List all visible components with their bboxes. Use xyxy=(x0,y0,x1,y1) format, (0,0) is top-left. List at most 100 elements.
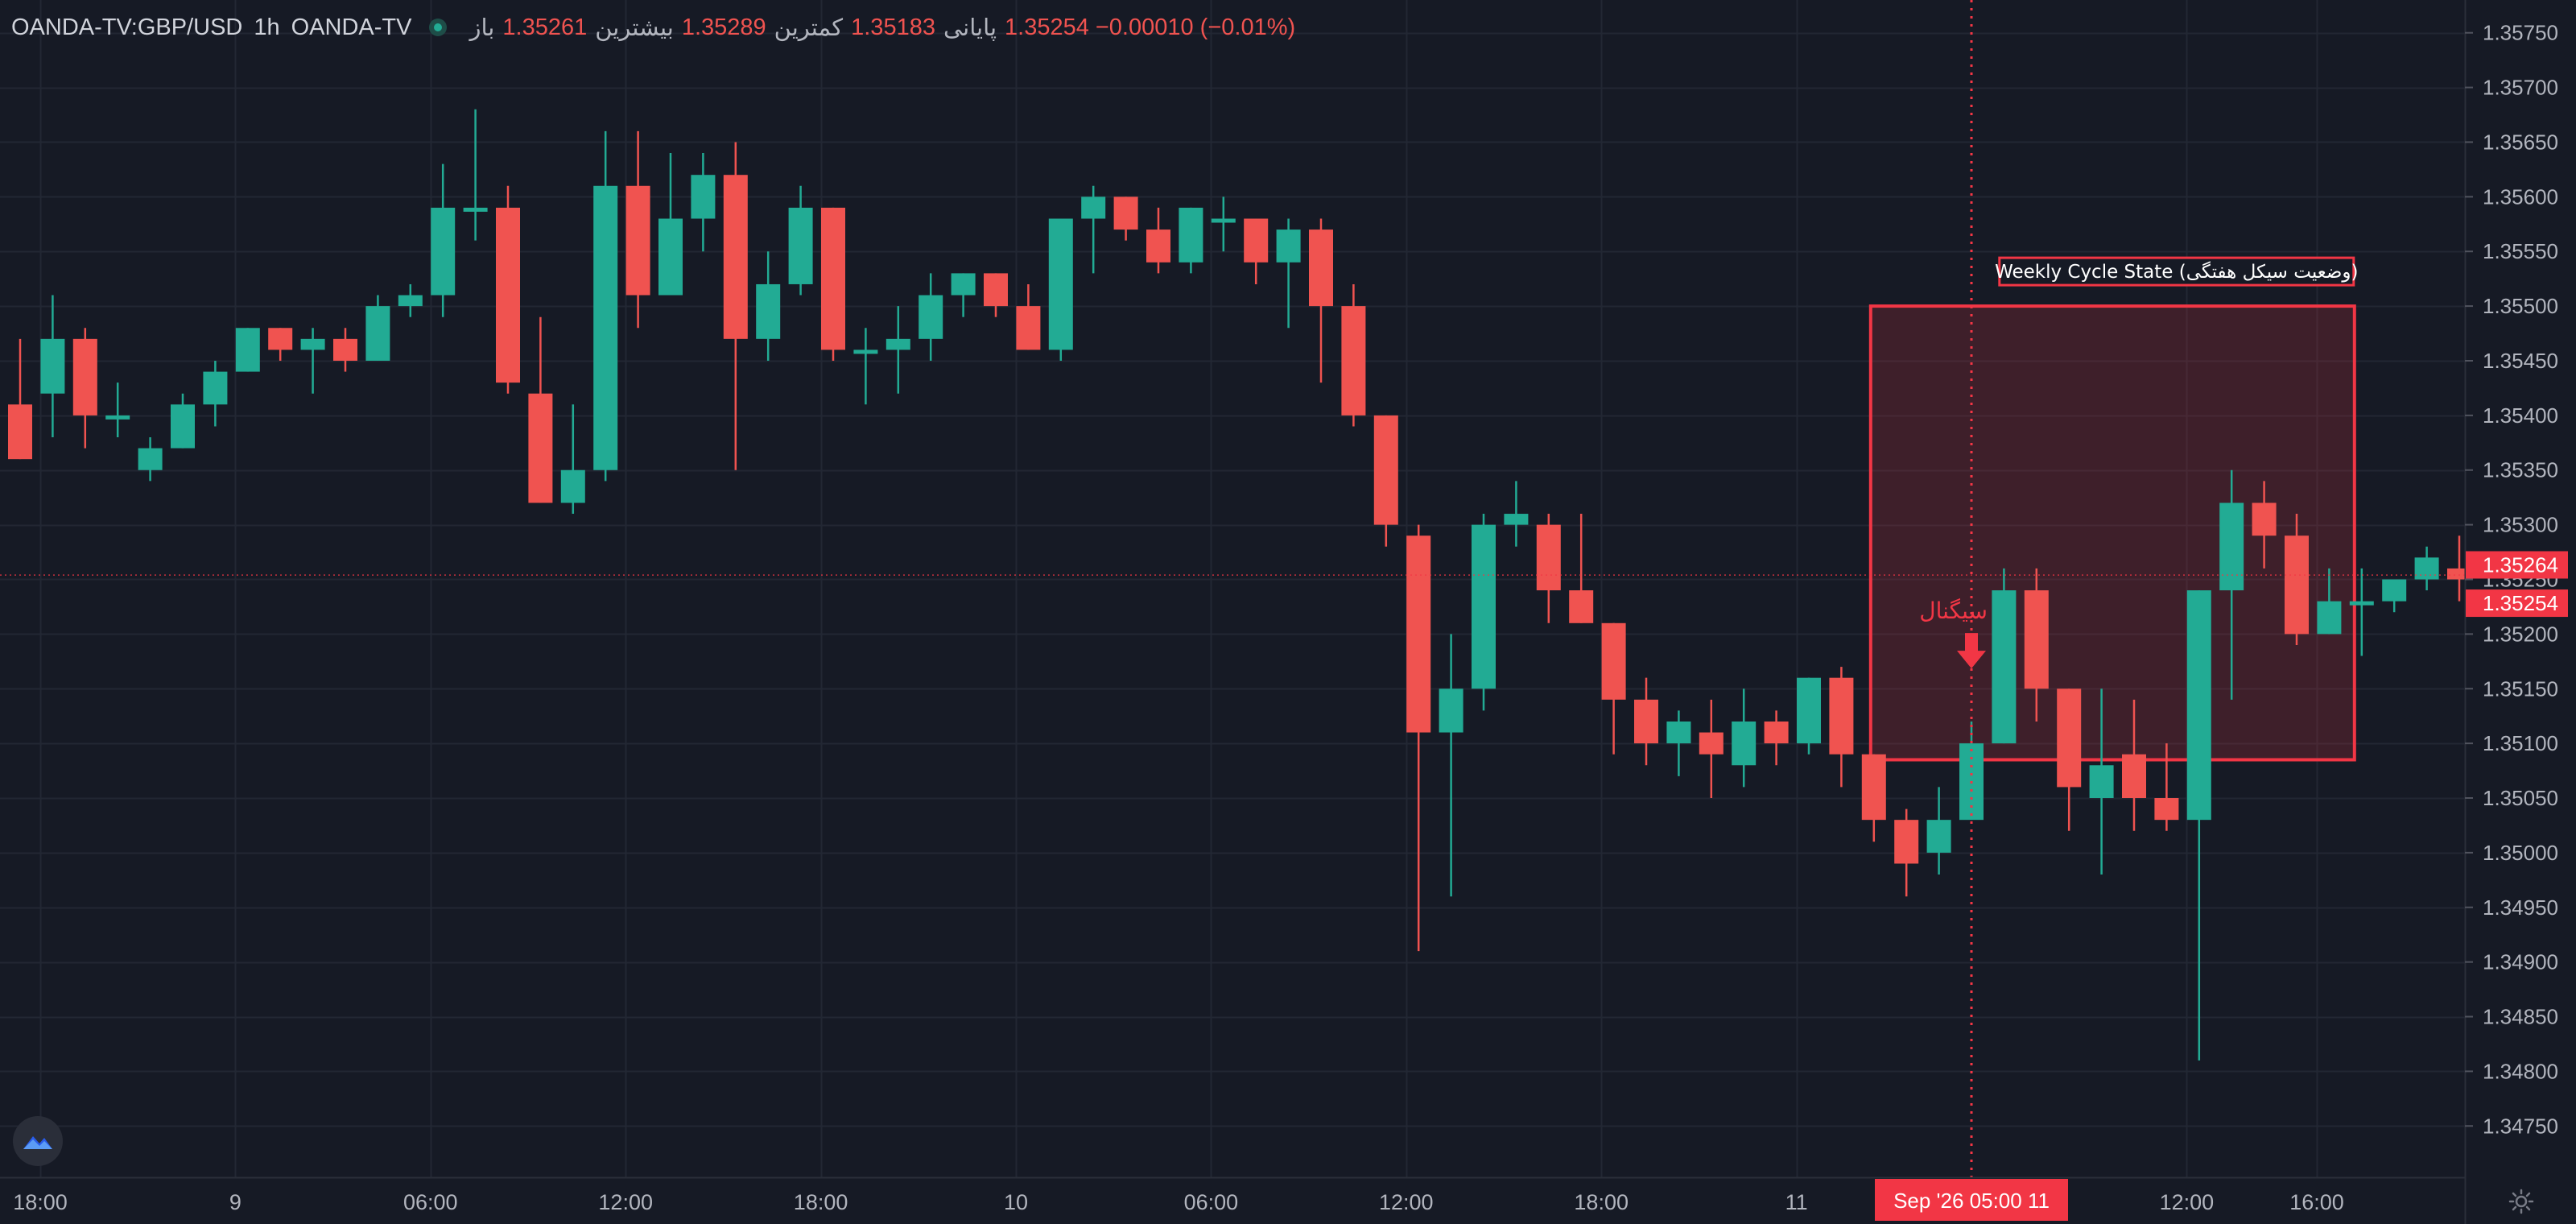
price-badge-top-label: 1.35264 xyxy=(2483,552,2558,577)
price-tick-label: 1.34750 xyxy=(2483,1114,2558,1138)
candle-body-up xyxy=(1797,678,1821,743)
candle-body-down xyxy=(1602,623,1626,700)
candle-body-up xyxy=(105,416,130,420)
candle-body-down xyxy=(2025,590,2049,688)
candle-body-down xyxy=(333,339,357,361)
open-label: باز xyxy=(469,14,494,42)
candle-body-up xyxy=(1049,219,1073,350)
settings-gear-icon[interactable] xyxy=(2508,1189,2534,1214)
candle-body-down xyxy=(626,186,650,296)
candle-body-up xyxy=(1081,196,1105,218)
time-tick-label: 12:00 xyxy=(1379,1190,1434,1214)
candle-body-down xyxy=(1374,416,1398,525)
symbol-name[interactable]: OANDA-TV:GBP/USD xyxy=(11,14,242,41)
candle-body-up xyxy=(1277,229,1301,263)
crosshair-time-label: Sep '26 05:00 11 xyxy=(1893,1189,2050,1213)
interval-label[interactable]: 1h xyxy=(254,14,279,41)
candle-body-up xyxy=(2187,590,2211,820)
candle-body-down xyxy=(1862,755,1886,820)
candle-body-down xyxy=(1829,678,1853,755)
price-tick-label: 1.35300 xyxy=(2483,513,2558,537)
candle-body-up xyxy=(919,296,943,339)
candle-body-down xyxy=(724,175,748,339)
candle-body-down xyxy=(73,339,97,416)
price-tick-label: 1.35500 xyxy=(2483,294,2558,318)
candle-body-down xyxy=(1765,722,1789,743)
candle-body-down xyxy=(2252,502,2277,536)
candle-body-up xyxy=(2090,765,2114,798)
price-tick-label: 1.35150 xyxy=(2483,676,2558,701)
weekly-cycle-zone-layer: Weekly Cycle State (وضعیت سیکل هفتگی) xyxy=(1871,258,2359,759)
time-tick-label: 10 xyxy=(1004,1190,1028,1214)
candle-body-up xyxy=(1927,820,1951,853)
price-tick-label: 1.34950 xyxy=(2483,895,2558,920)
candle-body-up xyxy=(853,349,877,354)
candle-body-down xyxy=(1406,536,1430,732)
candle-body-up xyxy=(886,339,910,350)
candle-body-up xyxy=(952,273,976,295)
candle-body-up xyxy=(1504,514,1528,525)
close-value: 1.35254 xyxy=(1005,14,1089,41)
candle-body-down xyxy=(1309,229,1333,306)
candle-body-down xyxy=(8,404,32,459)
candle-body-up xyxy=(789,208,813,284)
weekly-cycle-zone xyxy=(1871,306,2355,759)
candle-body-up xyxy=(2382,580,2406,602)
symbol-header: OANDA-TV:GBP/USD 1h OANDA-TV باز 1.35261… xyxy=(11,10,1298,45)
open-value: 1.35261 xyxy=(502,14,587,41)
candle-body-down xyxy=(528,394,552,503)
candle-body-up xyxy=(593,186,617,470)
price-tick-label: 1.35600 xyxy=(2483,184,2558,209)
price-tick-label: 1.35400 xyxy=(2483,403,2558,428)
candle-body-up xyxy=(464,208,488,212)
price-tick-label: 1.34800 xyxy=(2483,1059,2558,1083)
candle-body-up xyxy=(301,339,325,350)
candle-body-up xyxy=(431,208,455,296)
time-tick-label: 18:00 xyxy=(1574,1190,1629,1214)
time-tick-label: 12:00 xyxy=(598,1190,653,1214)
candle-body-down xyxy=(2285,536,2309,634)
candle-body-up xyxy=(1992,590,2016,743)
high-label: بیشترین xyxy=(595,14,674,42)
candle-body-down xyxy=(984,273,1008,306)
price-tick-label: 1.34850 xyxy=(2483,1005,2558,1029)
candle-body-down xyxy=(1894,820,1918,863)
price-tick-label: 1.35350 xyxy=(2483,458,2558,482)
price-tick-label: 1.35450 xyxy=(2483,349,2558,373)
price-tick-label: 1.34900 xyxy=(2483,950,2558,974)
candle-body-down xyxy=(821,208,845,349)
candle-body-down xyxy=(1146,229,1170,263)
candle-body-up xyxy=(1179,208,1203,263)
candle-body-up xyxy=(691,175,715,218)
price-tick-label: 1.35100 xyxy=(2483,731,2558,755)
tradingview-logo-icon[interactable] xyxy=(13,1116,63,1166)
candle-body-up xyxy=(1666,722,1690,743)
candle-body-up xyxy=(236,328,260,371)
price-tick-label: 1.35200 xyxy=(2483,622,2558,646)
candle-body-up xyxy=(203,372,227,405)
candle-body-down xyxy=(2057,688,2081,787)
candle-body-up xyxy=(1732,722,1756,765)
time-tick-label: 16:00 xyxy=(2289,1190,2344,1214)
time-tick-label: 18:00 xyxy=(794,1190,848,1214)
price-tick-label: 1.35700 xyxy=(2483,76,2558,100)
candle-body-down xyxy=(1634,700,1658,743)
time-tick-label: 06:00 xyxy=(1184,1190,1239,1214)
ohlc-values: باز 1.35261 بیشترین 1.35289 کمترین 1.351… xyxy=(464,14,1298,42)
candle-body-up xyxy=(398,296,423,307)
time-tick-label: 11 xyxy=(1785,1190,1808,1214)
price-tick-label: 1.35550 xyxy=(2483,239,2558,263)
candle-body-down xyxy=(1699,733,1724,755)
candle-body-up xyxy=(2415,557,2439,579)
candle-body-down xyxy=(2154,798,2178,820)
time-tick-label: 06:00 xyxy=(403,1190,458,1214)
candle-body-down xyxy=(2122,755,2146,798)
candle-body-up xyxy=(171,404,195,448)
candle-body-up xyxy=(1212,219,1236,223)
candle-body-down xyxy=(1341,306,1365,416)
candle-body-up xyxy=(40,339,64,394)
candle-body-up xyxy=(2219,502,2244,590)
price-badge-bottom-label: 1.35254 xyxy=(2483,591,2558,615)
candle-body-up xyxy=(138,449,163,470)
